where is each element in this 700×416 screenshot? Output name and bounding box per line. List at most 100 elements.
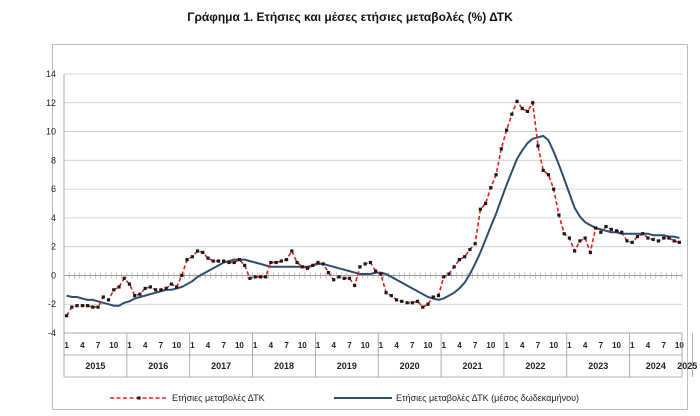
data-point [101, 295, 105, 299]
x-tick-label: 7 [661, 341, 666, 350]
data-point [332, 278, 336, 282]
data-point [300, 265, 304, 269]
data-point [578, 239, 582, 243]
x-tick-label: 10 [109, 341, 118, 350]
data-point [316, 260, 320, 265]
data-point [85, 304, 90, 308]
x-tick-label: 1 [190, 341, 195, 350]
data-point [290, 249, 294, 253]
data-point [112, 288, 116, 292]
data-point [499, 147, 503, 151]
data-point [248, 276, 252, 280]
data-point [494, 173, 498, 177]
data-point [185, 258, 189, 262]
data-point [91, 305, 95, 309]
year-label: 2016 [148, 361, 168, 371]
x-tick-label: 1 [504, 341, 509, 350]
data-point [557, 213, 561, 217]
data-point [337, 275, 341, 279]
y-tick-label: 10 [46, 127, 56, 137]
data-point [258, 275, 262, 279]
data-point [562, 232, 566, 236]
data-point [489, 186, 493, 190]
data-point [284, 258, 289, 262]
x-tick-label: 10 [486, 341, 495, 350]
x-tick-label: 10 [235, 341, 244, 350]
data-point [353, 283, 357, 288]
x-tick-label: 4 [520, 341, 525, 350]
data-point [154, 288, 158, 292]
y-tick-label: 2 [51, 242, 56, 252]
x-tick-label: 4 [583, 341, 588, 350]
x-tick-label: 1 [567, 341, 572, 350]
data-point [358, 265, 362, 269]
data-point [117, 285, 121, 289]
data-point [190, 255, 194, 259]
x-tick-label: 4 [80, 341, 85, 350]
y-tick-label: 12 [46, 98, 56, 108]
data-point [515, 99, 519, 103]
y-tick-label: 0 [51, 270, 56, 280]
x-tick-label: 7 [410, 341, 415, 350]
data-point [169, 282, 173, 286]
data-point [504, 128, 509, 132]
data-point [484, 201, 488, 206]
x-tick-label: 10 [612, 341, 621, 350]
data-point [195, 249, 200, 253]
data-point [667, 236, 671, 240]
x-tick-label: 7 [222, 341, 227, 350]
data-point [651, 237, 655, 242]
data-point [347, 276, 352, 280]
data-point [374, 269, 378, 273]
x-tick-label: 10 [424, 341, 433, 350]
year-label: 2019 [337, 361, 357, 371]
data-point [583, 236, 587, 240]
x-tick-label: 4 [394, 341, 399, 350]
data-point [525, 109, 530, 114]
data-point [96, 305, 100, 309]
data-point [211, 259, 215, 263]
data-point [625, 239, 629, 243]
year-label: 2022 [525, 361, 545, 371]
x-tick-label: 4 [143, 341, 148, 350]
data-point [295, 260, 299, 265]
data-point [206, 256, 210, 260]
y-tick-label: 8 [51, 155, 56, 165]
year-label: 2023 [588, 361, 608, 371]
data-point [635, 234, 640, 239]
data-point [253, 275, 257, 279]
data-point [201, 250, 205, 255]
data-point [232, 260, 236, 265]
data-point [237, 258, 242, 262]
data-point [552, 187, 556, 191]
data-point [65, 314, 69, 318]
data-point [656, 239, 661, 243]
data-point [546, 173, 551, 177]
data-point [510, 112, 514, 116]
data-point [468, 247, 472, 252]
data-point [463, 255, 467, 259]
y-tick-label: -4 [48, 328, 56, 338]
data-point [457, 258, 462, 262]
data-point [305, 266, 310, 270]
data-point [127, 282, 132, 286]
series-line-annual [65, 99, 680, 317]
x-tick-label: 1 [379, 341, 384, 350]
chart-title: Γράφημα 1. Ετήσιες και μέσες ετήσιες μετ… [187, 10, 513, 24]
year-label: 2017 [211, 361, 231, 371]
x-tick-label: 10 [549, 341, 558, 350]
data-point [379, 272, 383, 276]
year-label: 2018 [274, 361, 294, 371]
data-point [400, 299, 404, 303]
data-point [567, 236, 571, 240]
data-point [326, 270, 331, 275]
data-point [148, 285, 153, 289]
data-point [264, 275, 268, 279]
x-tick-label: 7 [473, 341, 478, 350]
x-tick-label: 4 [646, 341, 651, 350]
data-point [431, 295, 435, 299]
data-point [384, 291, 388, 295]
data-point [614, 229, 619, 233]
y-tick-label: 4 [51, 213, 56, 223]
legend-label-annual: Ετήσιες μεταβολές ΔΤΚ [172, 393, 265, 403]
